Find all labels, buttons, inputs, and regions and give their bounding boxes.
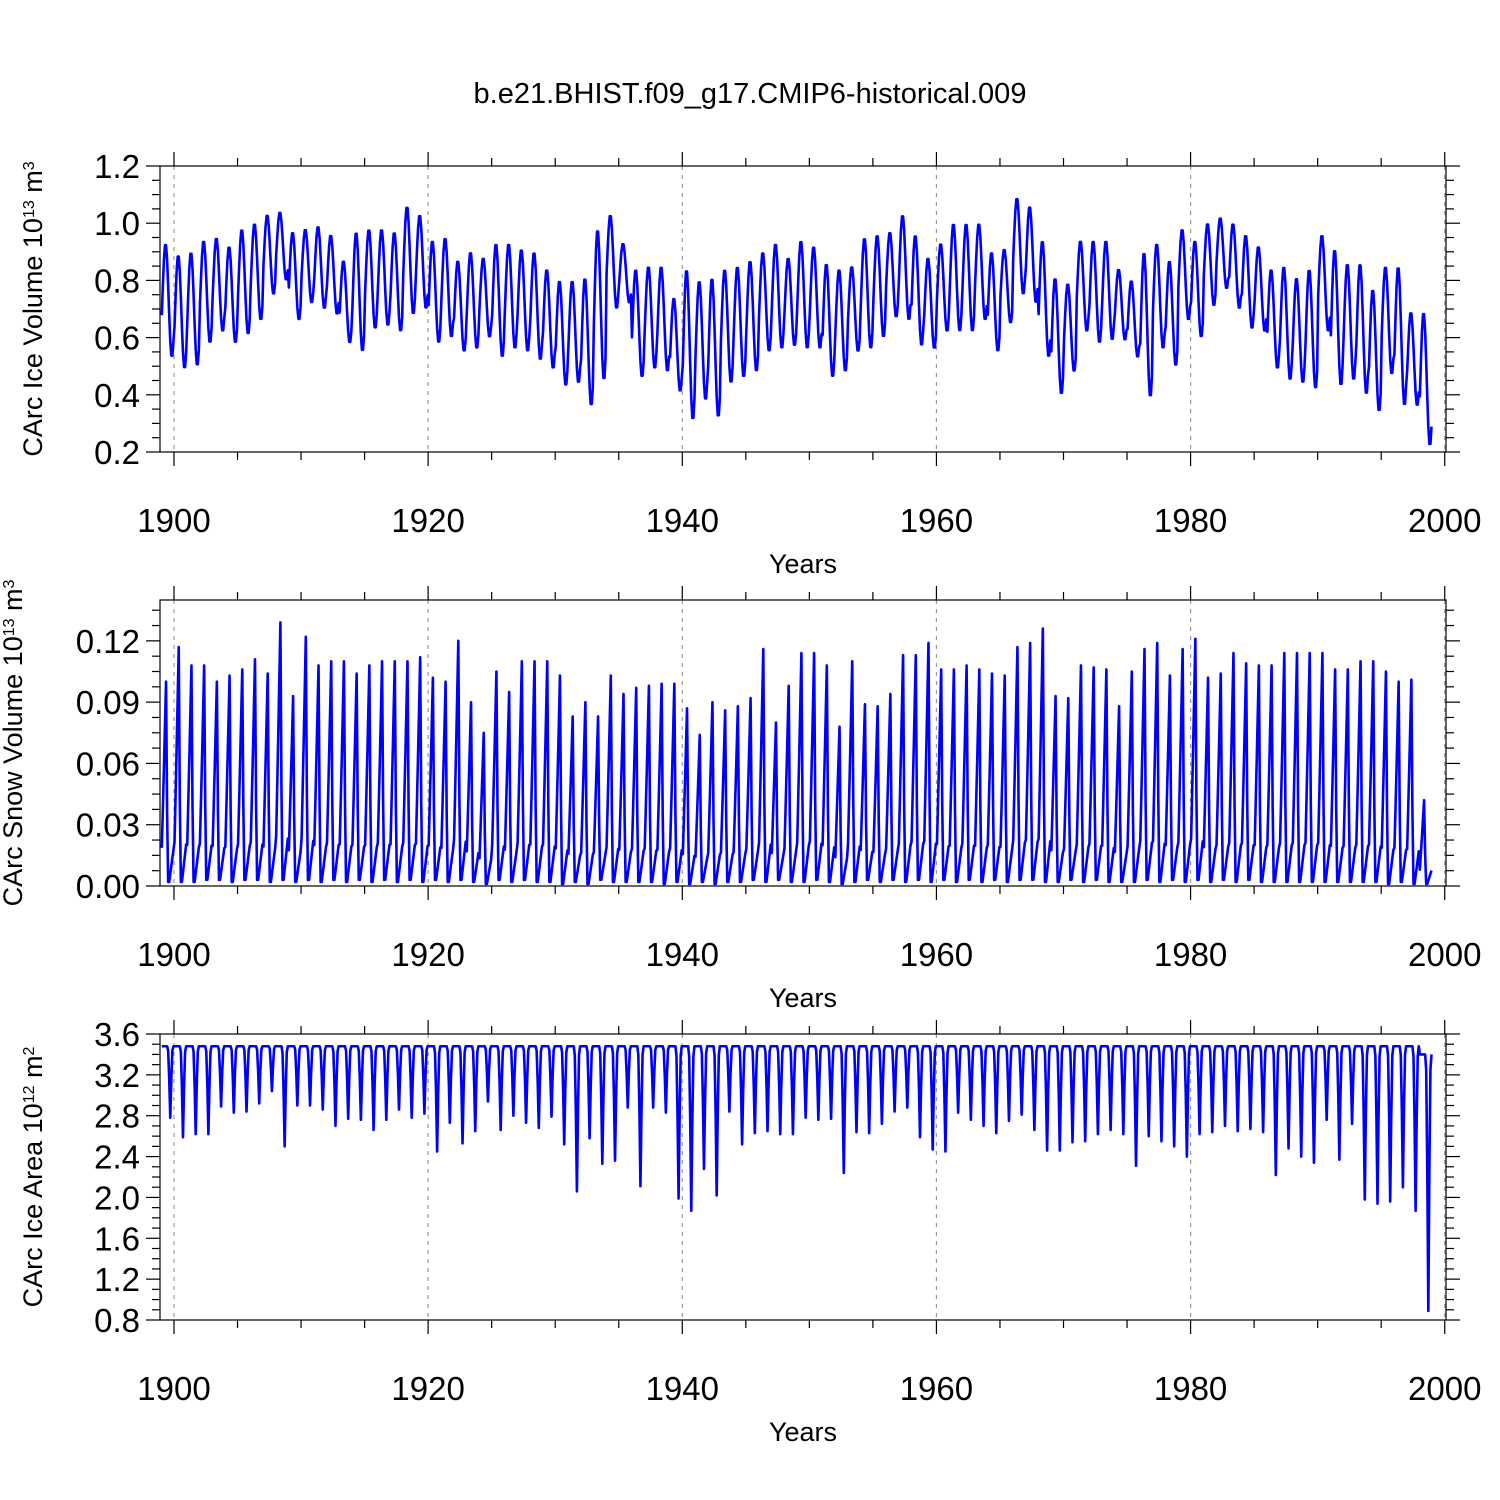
x-tick-label: 1980 — [1154, 1370, 1227, 1407]
y-tick-label: 1.0 — [94, 205, 140, 242]
x-tick-label: 2000 — [1408, 936, 1481, 973]
y-label-unit: m — [0, 588, 28, 618]
x-axis-label: Years — [769, 983, 837, 1013]
y-tick-label: 2.8 — [94, 1098, 140, 1135]
x-tick-label: 1940 — [646, 936, 719, 973]
series-line — [160, 621, 1433, 886]
x-tick-label: 1900 — [137, 936, 210, 973]
x-tick-label: 1960 — [900, 936, 973, 973]
y-tick-label: 1.2 — [94, 1261, 140, 1298]
y-label-exponent: 13 — [1, 618, 18, 636]
x-axis-label: Years — [769, 549, 837, 579]
y-tick-label: 0.12 — [76, 623, 140, 660]
x-tick-label: 2000 — [1408, 502, 1481, 539]
y-axis-label: CArc Ice Volume 1013 m3 — [18, 161, 48, 456]
panel-snow-volume: CArc Snow Volume 1013 m3 Years 0.00 0.03 0… — [0, 579, 1481, 1013]
x-tick-label: 2000 — [1408, 1370, 1481, 1407]
chart-title: b.e21.BHIST.f09_g17.CMIP6-historical.009 — [474, 78, 1027, 110]
y-tick-label: 0.4 — [94, 377, 140, 414]
y-label-exponent: 13 — [21, 200, 38, 218]
x-axis-label: Years — [769, 1417, 837, 1447]
panel-ice-area: CArc Ice Area 1012 m2 Years 0.8 1.2 1.6 2.0… — [18, 1016, 1481, 1447]
y-tick-label: 3.2 — [94, 1057, 140, 1094]
y-tick-label: 0.09 — [76, 684, 140, 721]
x-tick-label: 1900 — [137, 502, 210, 539]
y-tick-label: 2.4 — [94, 1139, 140, 1176]
y-tick-label: 0.00 — [76, 868, 140, 905]
x-tick-label: 1980 — [1154, 936, 1227, 973]
y-label-exponent: 12 — [21, 1085, 38, 1103]
plot-frame — [159, 1033, 1447, 1321]
x-tick-label: 1980 — [1154, 502, 1227, 539]
y-tick-label: 0.8 — [94, 1302, 140, 1339]
plot-frame — [159, 599, 1447, 887]
y-label-unit-exponent: 3 — [21, 161, 38, 170]
x-tick-label: 1940 — [646, 502, 719, 539]
y-label-unit: m — [18, 170, 48, 200]
y-axis-label: CArc Ice Area 1012 m2 — [18, 1047, 48, 1308]
x-tick-label: 1960 — [900, 1370, 973, 1407]
y-tick-label: 0.06 — [76, 745, 140, 782]
y-label-main: CArc Ice Volume 10 — [18, 218, 48, 457]
y-tick-label: 2.0 — [94, 1179, 140, 1216]
y-tick-label: 3.6 — [94, 1016, 140, 1053]
y-axis-label: CArc Snow Volume 1013 m3 — [0, 579, 28, 906]
panel-ice-volume: CArc Ice Volume 1013 m3 Years 0.2 0.4 0.6 0… — [18, 148, 1481, 579]
y-tick-label: 0.6 — [94, 320, 140, 357]
x-tick-label: 1920 — [391, 936, 464, 973]
y-tick-label: 0.8 — [94, 262, 140, 299]
y-label-main: CArc Snow Volume 10 — [0, 636, 28, 906]
y-tick-label: 0.03 — [76, 807, 140, 844]
y-tick-label: 1.6 — [94, 1220, 140, 1257]
x-tick-label: 1900 — [137, 1370, 210, 1407]
y-label-unit-exponent: 3 — [1, 579, 18, 588]
y-tick-label: 0.2 — [94, 434, 140, 471]
x-tick-label: 1920 — [391, 502, 464, 539]
y-label-main: CArc Ice Area 10 — [18, 1103, 48, 1307]
x-tick-label: 1920 — [391, 1370, 464, 1407]
series-line — [161, 1044, 1433, 1313]
y-label-unit: m — [18, 1056, 48, 1086]
x-tick-label: 1940 — [646, 1370, 719, 1407]
series-line — [160, 197, 1433, 446]
y-label-unit-exponent: 2 — [21, 1047, 38, 1056]
y-tick-label: 1.2 — [94, 148, 140, 185]
x-tick-label: 1960 — [900, 502, 973, 539]
